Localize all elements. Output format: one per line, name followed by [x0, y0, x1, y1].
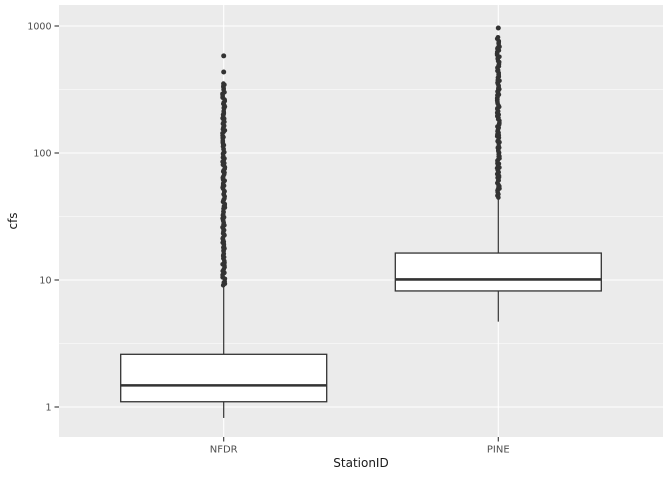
- y-tick-label: 100: [33, 148, 51, 159]
- axis-layer: 1 10 100 1000 NFDR PINE: [27, 21, 509, 455]
- boxplot-nfdr: [120, 53, 328, 418]
- y-tick-label: 10: [39, 275, 51, 286]
- boxplot-pine: [394, 25, 602, 322]
- iqr-box: [120, 353, 328, 403]
- iqr-box: [394, 252, 602, 292]
- x-tick-label-pine: PINE: [487, 445, 510, 456]
- outlier-dot: [495, 25, 501, 31]
- x-tick-label-nfdr: NFDR: [210, 445, 238, 456]
- outlier-dot: [221, 69, 227, 75]
- y-tick-label: 1: [45, 402, 51, 413]
- boxplot-layer: [120, 25, 602, 418]
- outlier-dot: [221, 53, 227, 59]
- y-tick-label: 1000: [27, 21, 51, 32]
- x-axis-title: StationID: [333, 456, 388, 470]
- outlier-dot: [495, 35, 501, 40]
- outlier-dot: [221, 81, 226, 86]
- y-axis-title: cfs: [6, 212, 20, 229]
